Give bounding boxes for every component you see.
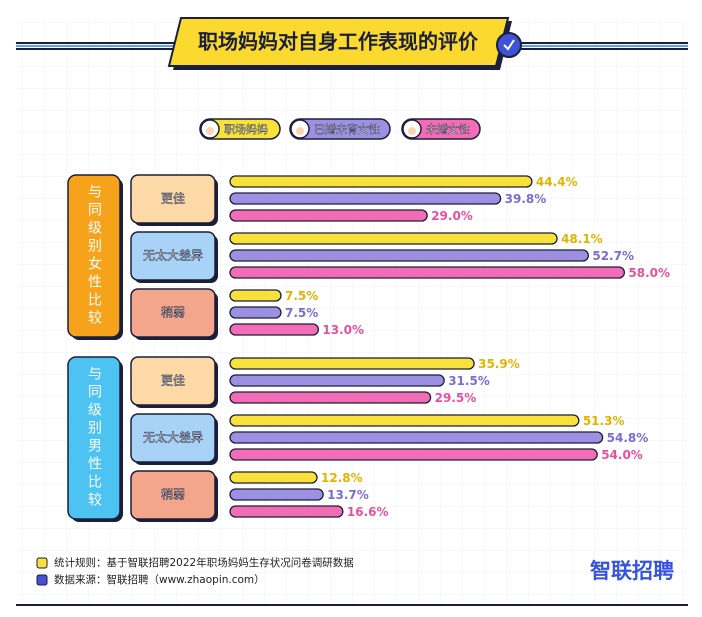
category-box [130,231,216,281]
bar [229,249,590,262]
bar [229,414,580,427]
brand: 智联招聘 [590,559,674,583]
note: 统计规则：基于智联招聘2022年职场妈妈生存状况问卷调研数据 [54,556,354,569]
value-label: 39.8% [505,192,547,206]
legend-label: 已婚未育女性 [314,122,380,136]
bar [229,306,282,319]
value-label: 48.1% [561,232,603,246]
value-label: 58.0% [628,266,670,280]
note: 数据来源：智联招聘（www.zhaopin.com） [54,573,265,586]
group-label: 与同级别女性比较 [86,184,102,328]
legend-icon-face [408,127,416,135]
note-marker [36,557,48,569]
title-icon [496,32,522,58]
bar [229,323,320,336]
category-box [130,356,216,406]
note-marker [36,574,48,586]
bar [229,505,344,518]
title-banner [167,17,510,67]
group-box [67,174,121,338]
category-box [130,413,216,463]
value-label: 7.5% [285,306,318,320]
background [16,20,688,605]
legend-icon-face [206,127,214,135]
bar [229,357,475,370]
legend-pill [199,118,281,140]
bar [229,289,282,302]
category-label: 更佳 [161,374,185,388]
legend-label: 未婚女性 [426,122,470,136]
category-label: 更佳 [161,192,185,206]
category-box [130,174,216,224]
legend-pill [289,118,391,140]
bar [229,266,626,279]
value-label: 29.0% [431,209,473,223]
bar [229,175,533,188]
value-label: 54.8% [607,431,649,445]
bar [229,488,324,501]
value-label: 12.8% [321,471,363,485]
value-label: 13.7% [327,488,369,502]
group-label: 与同级别男性比较 [86,366,102,510]
legend-label: 职场妈妈 [224,122,268,136]
bar [229,192,502,205]
value-label: 51.3% [583,414,625,428]
group-box [67,356,121,520]
category-box [130,288,216,338]
value-label: 52.7% [592,249,634,263]
legend-pill [401,118,481,140]
chart-title: 职场妈妈对自身工作表现的评价 [198,30,479,54]
bar [229,209,428,222]
category-label: 稍弱 [161,306,185,320]
category-label: 无太大差异 [143,430,203,445]
value-label: 29.5% [435,391,477,405]
value-label: 13.0% [322,323,364,337]
bar [229,431,604,444]
title-icon-mark [503,39,515,51]
value-label: 31.5% [448,374,490,388]
category-label: 无太大差异 [143,248,203,263]
value-label: 44.4% [536,175,578,189]
bar [229,232,558,245]
category-box [130,470,216,520]
value-label: 54.0% [601,448,643,462]
bar [229,374,445,387]
value-label: 16.6% [347,505,389,519]
bar [229,391,432,404]
legend-icon-face [296,127,304,135]
category-label: 稍弱 [161,488,185,502]
value-label: 35.9% [478,357,520,371]
bar [229,448,598,461]
bar [229,471,318,484]
value-label: 7.5% [285,289,318,303]
